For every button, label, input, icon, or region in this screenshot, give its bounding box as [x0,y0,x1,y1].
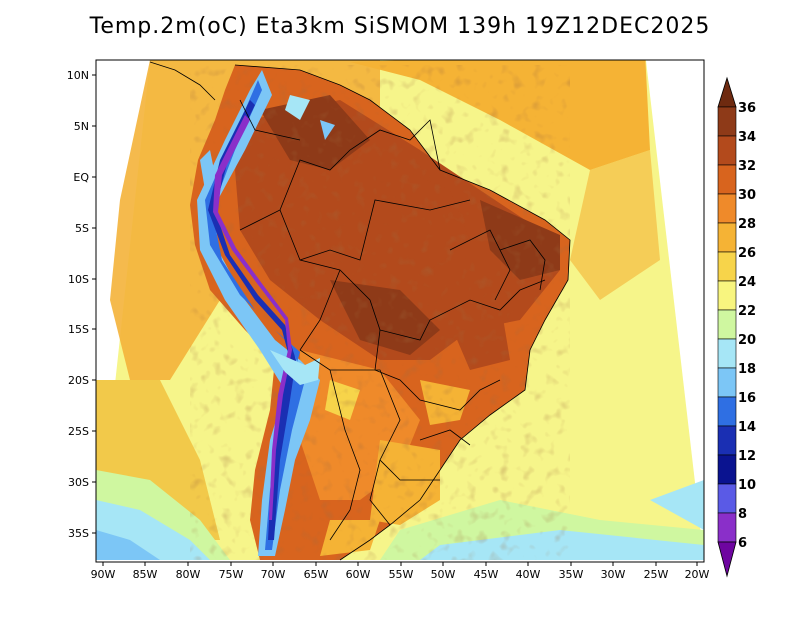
colorbar-label: 26 [738,246,756,261]
colorbar-label: 18 [738,362,756,377]
colorbar-label: 14 [738,420,756,435]
colorbar-label: 24 [738,275,756,290]
colorbar-label: 30 [738,188,756,203]
lat-label: 35S [68,527,89,540]
colorbar-label: 20 [738,333,756,348]
colorbar-segment [717,396,737,427]
colorbar-segment [717,454,737,485]
lon-label: 30W [601,568,626,581]
lon-label: 75W [219,568,244,581]
lon-label: 20W [685,568,710,581]
lon-label: 25W [644,568,669,581]
colorbar-top-arrow [717,76,737,108]
map-frame [95,59,705,563]
lon-label: 45W [474,568,499,581]
colorbar-segment [717,425,737,456]
colorbar-label: 12 [738,449,756,464]
lon-label: 60W [346,568,371,581]
lon-label: 90W [91,568,116,581]
political-borders [234,64,571,561]
lon-label: 50W [431,568,456,581]
lat-label: 5S [75,222,89,235]
colorbar-segment [717,338,737,369]
andes-cold-band [197,70,335,556]
colorbar-label: 28 [738,217,756,232]
lon-label: 35W [559,568,584,581]
colorbar-label: 16 [738,391,756,406]
colorbar-label: 8 [738,507,747,522]
colorbar-segment [717,193,737,224]
map-title: Temp.2m(oC) Eta3km SiSMOM 139h 19Z12DEC2… [89,14,711,39]
colorbar-bottom-arrow [717,541,737,578]
temperature-field [96,60,704,561]
lon-label: 70W [261,568,286,581]
lon-label: 85W [133,568,158,581]
colorbar: 36 34 32 30 28 26 24 22 20 18 16 14 12 1… [717,76,756,578]
colorbar-label: 36 [738,101,756,116]
longitude-axis: 90W 85W 80W 75W 70W 65W 60W 55W 50W 45W … [91,562,710,581]
colorbar-segment [717,164,737,195]
colorbar-label: 6 [738,536,747,551]
lon-label: 55W [389,568,414,581]
lon-label: 40W [516,568,541,581]
latitude-axis: 10N 5N EQ 5S 10S 15S 20S 25S 30S 35S [67,69,96,540]
lon-label: 65W [304,568,329,581]
colorbar-segment [717,512,737,543]
lat-label: 20S [68,374,89,387]
colorbar-segment [717,367,737,398]
colorbar-segment [717,222,737,253]
colorbar-segment [717,135,737,166]
colorbar-label: 34 [738,130,756,145]
colorbar-segment [717,251,737,282]
lat-label: 25S [68,425,89,438]
lat-label: 10S [68,273,89,286]
lat-label: EQ [73,171,89,184]
lat-label: 10N [67,69,89,82]
colorbar-segment [717,106,737,137]
colorbar-label: 10 [738,478,756,493]
colorbar-label: 22 [738,304,756,319]
lon-label: 80W [176,568,201,581]
colorbar-label: 32 [738,159,756,174]
colorbar-segment [717,280,737,311]
colorbar-segment [717,483,737,514]
lat-label: 15S [68,323,89,336]
colorbar-segment [717,309,737,340]
lat-label: 5N [74,120,89,133]
lat-label: 30S [68,476,89,489]
